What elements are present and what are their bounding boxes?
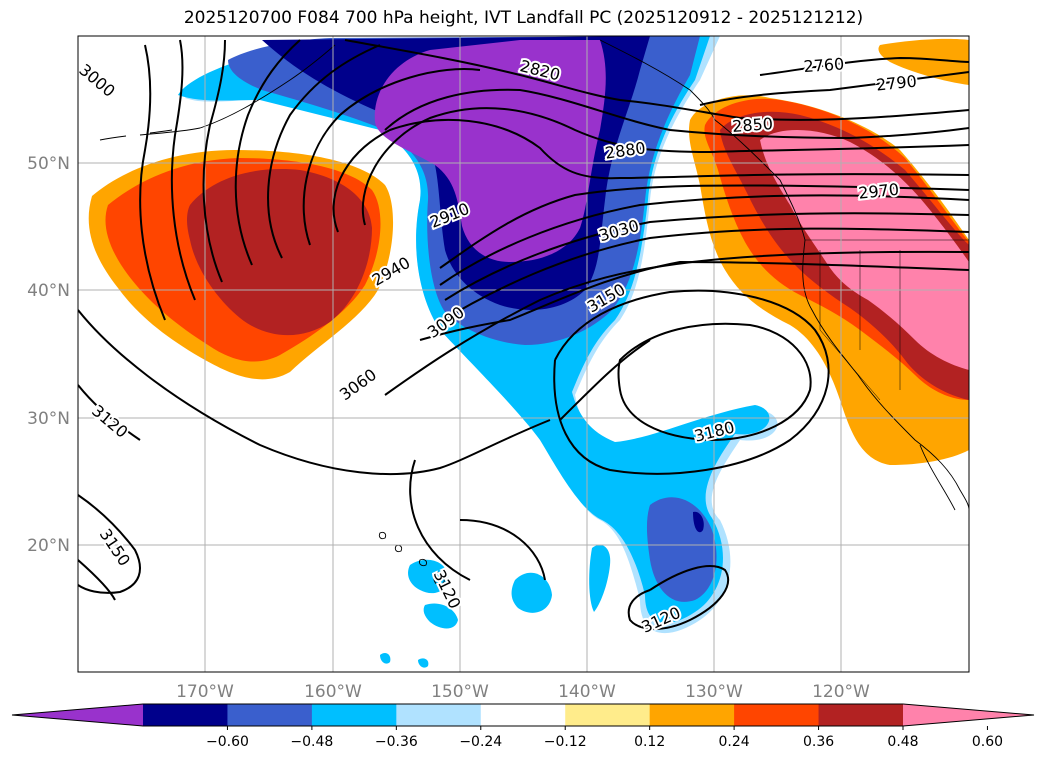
contour-3090	[139, 44, 969, 341]
contour-3030	[202, 39, 969, 326]
contour-2910	[332, 118, 969, 233]
contour-3150	[78, 289, 830, 594]
contour-3150-west	[78, 559, 116, 601]
colorbar-bin	[143, 704, 228, 726]
alaska-peninsula-coast	[139, 44, 336, 136]
hawaii-big-island	[433, 571, 445, 586]
colorbar-bin	[480, 704, 566, 726]
longitude-labels: 170°W 160°W 150°W 140°W 130°W 120°W	[176, 682, 870, 702]
contour-2850	[384, 88, 969, 140]
contour-2940	[302, 68, 969, 269]
fill-neg-hawaii-6	[418, 658, 429, 668]
colorbar-label: 0.12	[634, 734, 665, 750]
height-contours	[78, 39, 969, 630]
colorbar-label: −0.24	[459, 734, 502, 750]
colorbar-label: 0.36	[803, 734, 834, 750]
colorbar-label: 0.24	[719, 734, 750, 750]
lon-label-120w: 120°W	[812, 682, 870, 702]
lon-label-150w: 150°W	[431, 682, 489, 702]
positive-anomaly-west-pacific	[88, 150, 394, 380]
colorbar-bin	[565, 704, 651, 726]
contour-2820	[344, 39, 969, 121]
fill-neg-0.48-south	[693, 511, 704, 533]
fill-neg-hawaii-2	[423, 603, 458, 629]
contour-label-2880: 2880	[604, 138, 647, 162]
lat-label-40n: 40°N	[27, 281, 70, 301]
lat-label-30n: 30°N	[27, 409, 70, 429]
colorbar-label: 0.48	[887, 734, 918, 750]
colorbar-label: −0.36	[375, 734, 418, 750]
colorbar-bin	[311, 704, 397, 726]
hawaii-kauai	[378, 531, 387, 540]
lon-label-130w: 130°W	[685, 682, 743, 702]
contour-3180	[617, 322, 812, 442]
contour-2760	[759, 56, 969, 76]
contour-3000	[234, 39, 969, 301]
colorbar-label: −0.12	[544, 734, 587, 750]
fill-neg-hawaii-4	[589, 544, 611, 612]
contour-3120	[78, 309, 730, 630]
contour-2880	[361, 107, 969, 226]
colorbar-extend-high	[903, 704, 1034, 726]
negative-anomaly-gulf-of-alaska	[178, 36, 778, 634]
colorbar-outline	[11, 703, 1035, 727]
fill-neg-hawaii-5	[380, 652, 391, 664]
map-title: 2025120700 F084 700 hPa height, IVT Land…	[183, 8, 864, 28]
colorbar-label: 0.60	[972, 734, 1003, 750]
aleutian-islands	[99, 129, 173, 141]
colorbar-bin	[396, 704, 482, 726]
contour-2790	[699, 71, 969, 106]
lon-label-140w: 140°W	[558, 682, 616, 702]
colorbar-bin	[227, 704, 313, 726]
lat-label-50n: 50°N	[27, 154, 70, 174]
contour-label-2760: 2760	[803, 54, 845, 76]
lon-label-160w: 160°W	[304, 682, 362, 702]
us-west-coast	[802, 239, 969, 511]
colorbar-label: −0.48	[290, 734, 333, 750]
contour-3060	[170, 39, 969, 396]
fill-0.60	[760, 130, 969, 370]
gulf-of-alaska-coast	[599, 39, 716, 121]
colorbar-label: −0.60	[206, 734, 249, 750]
hawaii-maui	[419, 558, 427, 567]
map-frame	[77, 35, 970, 673]
colorbar-bin	[818, 704, 904, 726]
latitude-labels: 20°N 30°N 40°N 50°N	[27, 154, 70, 556]
contour-2970	[267, 44, 969, 286]
gridlines	[78, 36, 969, 672]
mexico-coast	[919, 444, 956, 511]
fill-neg-hawaii-3	[511, 572, 552, 613]
colorbar-bin	[734, 704, 820, 726]
colorbar-bin	[649, 704, 735, 726]
lat-label-20n: 20°N	[27, 536, 70, 556]
colorbar: −0.60 −0.48 −0.36 −0.24 −0.12 0.12 0.24 0.36 0.4…	[11, 703, 1035, 750]
colorbar-extend-low	[12, 704, 143, 726]
fill-0.24-ne	[878, 38, 969, 85]
contour-label-2850: 2850	[732, 114, 774, 136]
lon-label-170w: 170°W	[176, 682, 234, 702]
